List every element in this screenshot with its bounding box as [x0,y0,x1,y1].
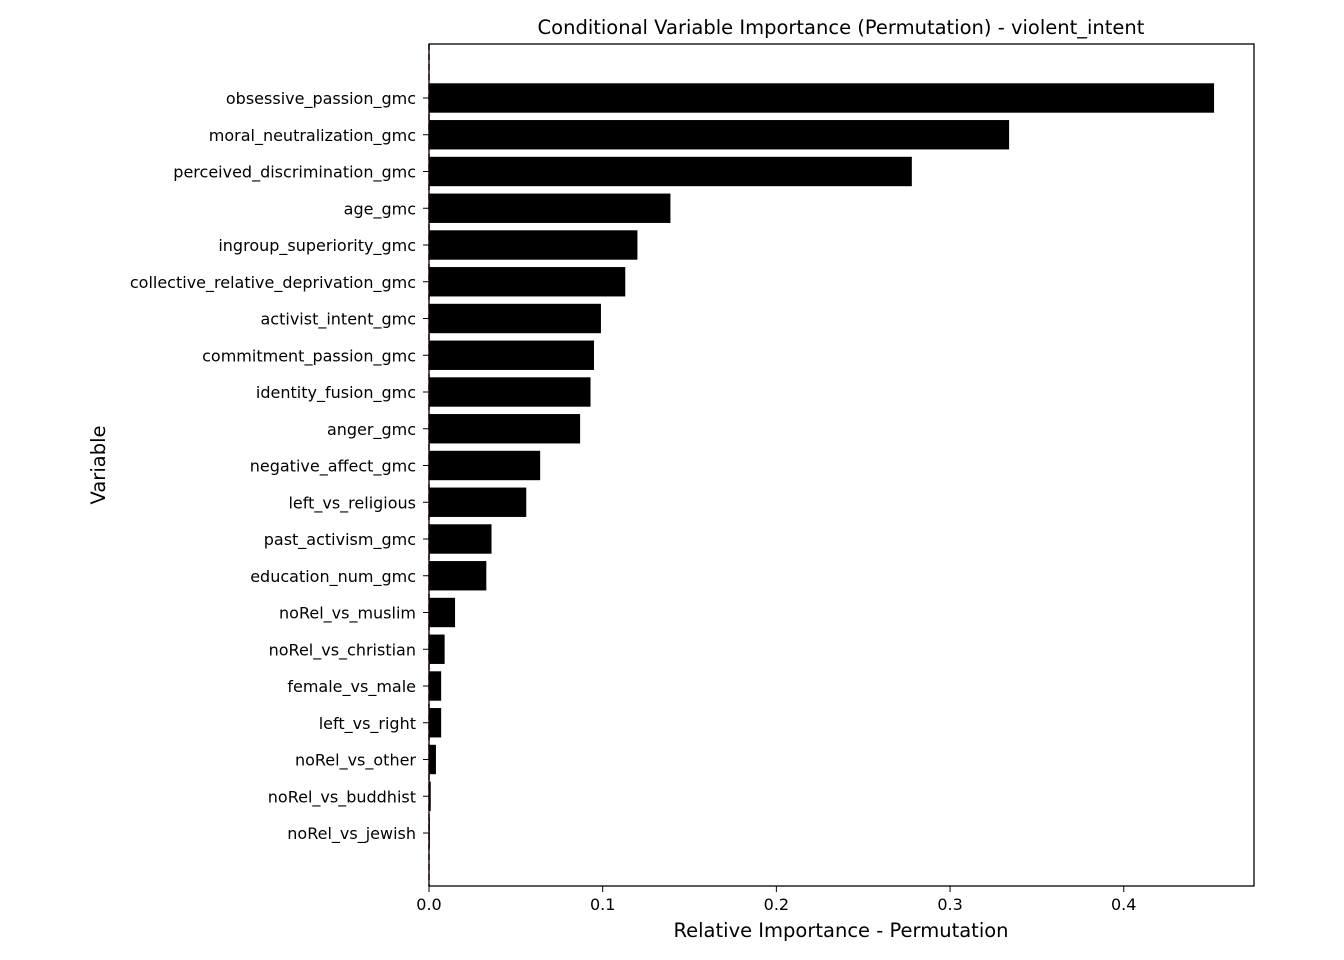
y-tick-label: noRel_vs_other [295,751,416,771]
y-tick-label: obsessive_passion_gmc [226,89,416,109]
y-tick-label: commitment_passion_gmc [202,346,416,366]
bar [429,524,492,554]
bar [429,193,671,223]
x-tick-label: 0.2 [764,895,789,914]
y-tick-label: moral_neutralization_gmc [209,126,416,146]
bar [429,708,442,738]
y-tick-label: education_num_gmc [250,567,416,587]
y-tick-label: past_activism_gmc [264,530,416,550]
x-tick-label: 0.1 [590,895,615,914]
y-tick-label: noRel_vs_muslim [279,604,416,624]
x-axis: 0.0 0.1 0.2 0.3 0.4 [416,886,1136,914]
y-tick-label: collective_relative_deprivation_gmc [130,273,416,293]
y-tick-label: noRel_vs_christian [269,640,416,660]
bar [429,230,638,260]
y-tick-label: age_gmc [344,199,416,219]
bar [429,634,445,664]
y-tick-label: identity_fusion_gmc [256,383,416,403]
y-tick-label: noRel_vs_buddhist [268,787,416,807]
bar [429,156,912,187]
y-tick-label: negative_affect_gmc [250,457,416,477]
x-tick-label: 0.3 [937,895,962,914]
bar [429,303,601,334]
bar [429,597,456,628]
y-tick-label: activist_intent_gmc [261,310,417,330]
bar [429,267,626,297]
y-axis-label: Variable [87,426,110,505]
bar [429,671,442,701]
x-tick-label: 0.0 [416,895,441,914]
bar [429,83,1215,113]
bar [429,450,541,481]
bar [429,781,431,811]
chart-title: Conditional Variable Importance (Permuta… [538,16,1145,39]
y-tick-label: female_vs_male [287,677,416,697]
x-tick-label: 0.4 [1111,895,1136,914]
y-axis: obsessive_passion_gmc moral_neutralizatio… [130,89,429,844]
y-tick-label: left_vs_religious [288,493,416,513]
y-tick-label: perceived_discrimination_gmc [173,163,416,183]
bar [429,487,527,517]
y-tick-label: anger_gmc [327,420,416,440]
bar [429,561,487,591]
x-axis-label: Relative Importance - Permutation [673,919,1008,942]
bar [429,120,1010,150]
bar [429,340,594,370]
y-tick-label: noRel_vs_jewish [287,824,416,844]
y-tick-label: ingroup_superiority_gmc [218,236,416,256]
y-tick-label: left_vs_right [319,714,416,734]
bar [429,414,581,444]
bars-group [429,83,1215,848]
bar [429,744,436,775]
bar [429,377,591,407]
